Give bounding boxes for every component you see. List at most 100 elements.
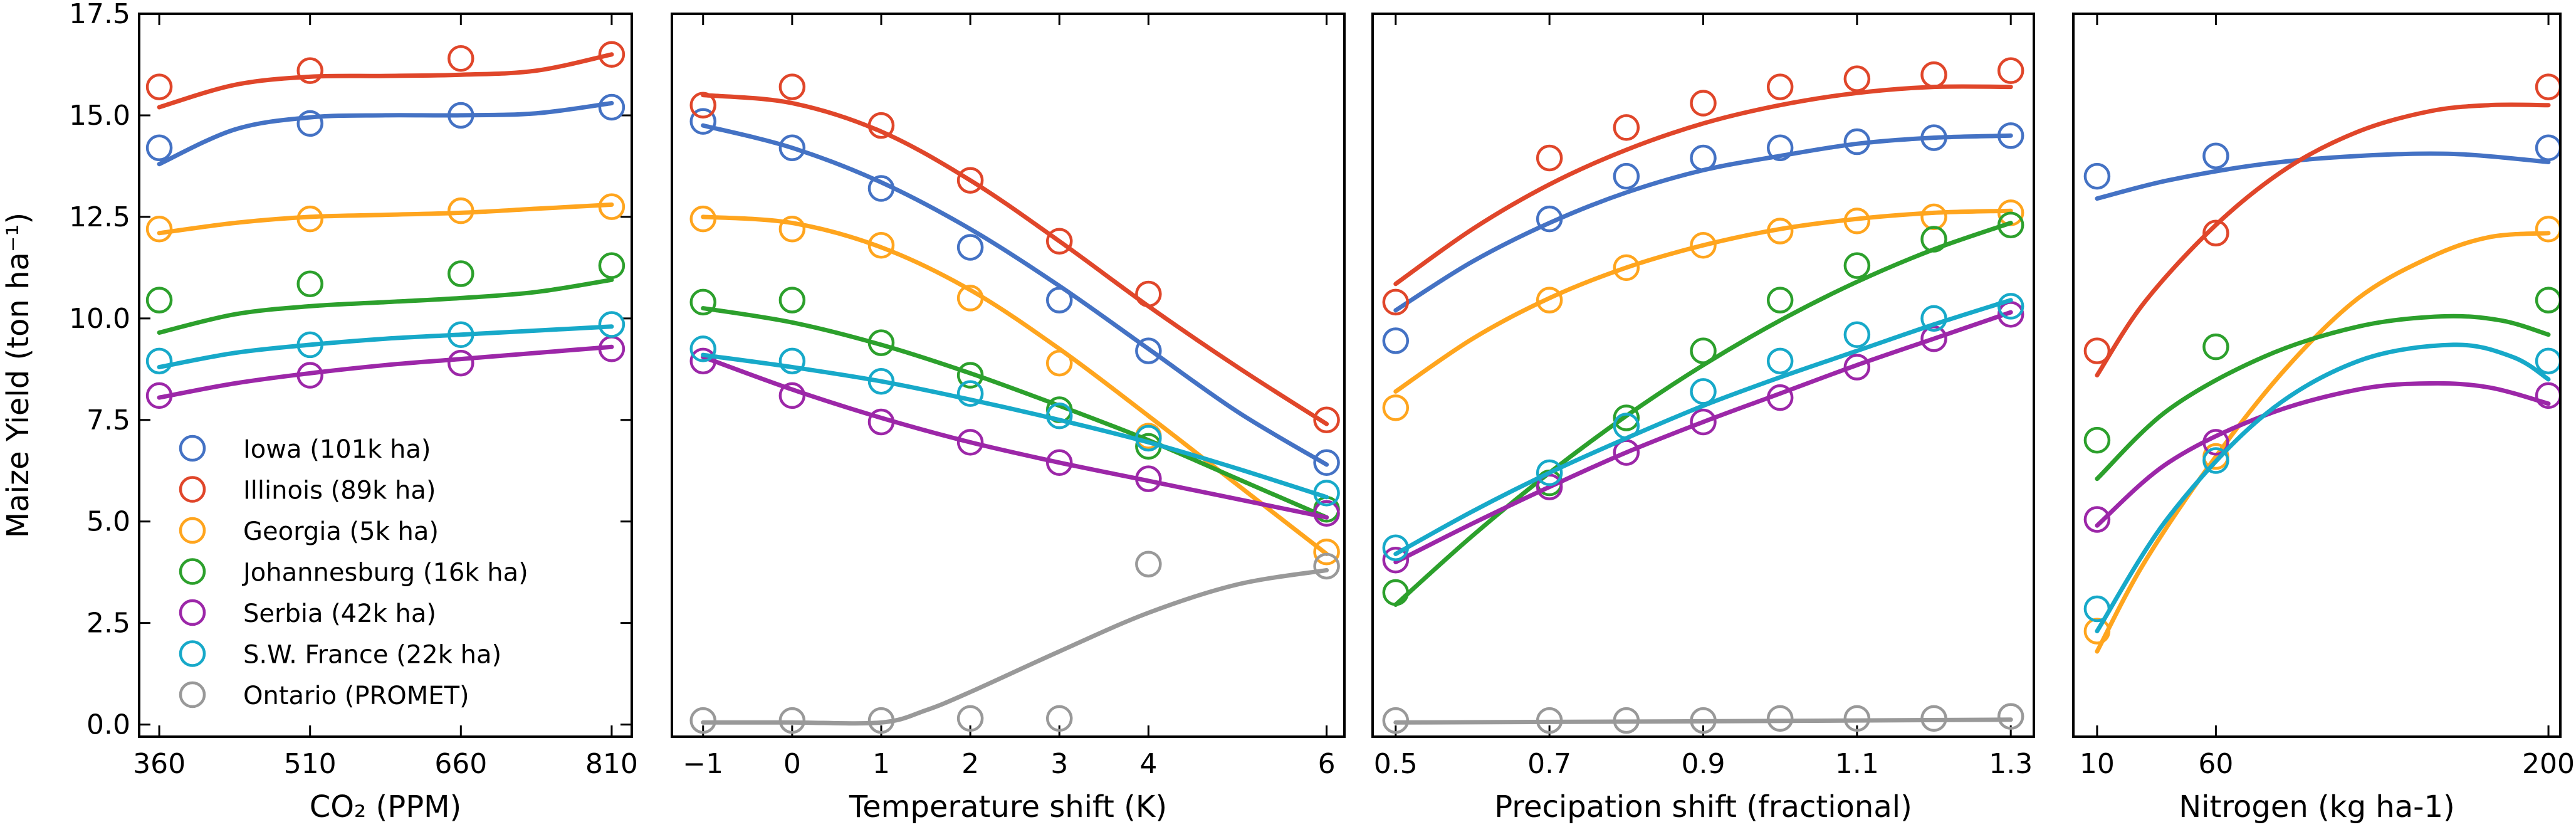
data-point-serbia-42k-ha [689, 347, 716, 375]
data-point-illinois-89k-ha [598, 41, 626, 68]
data-point-illinois-89k-ha [145, 73, 173, 100]
data-point-s-w-france-22k-ha [448, 321, 474, 348]
x-tick-label: 0.9 [1682, 748, 1725, 780]
data-point-illinois-89k-ha [1997, 57, 2024, 84]
data-point-ontario-promet [867, 707, 895, 734]
data-point-johannesburg-16k-ha [296, 270, 323, 298]
data-point-georgia-5k-ha [1382, 394, 1410, 421]
legend-label: Ontario (PROMET) [243, 682, 469, 710]
x-tick-label: 0.5 [1374, 748, 1418, 780]
plot-frame [671, 13, 1346, 738]
data-point-johannesburg-16k-ha [778, 287, 806, 313]
data-point-georgia-5k-ha [1843, 208, 1871, 234]
data-point-ontario-promet [778, 707, 806, 734]
data-point-georgia-5k-ha [2083, 618, 2111, 645]
legend-marker [179, 558, 206, 585]
data-point-s-w-france-22k-ha [1382, 534, 1410, 562]
plot-frame [1371, 13, 2035, 738]
x-axis-label: Temperature shift (K) [849, 789, 1167, 824]
data-point-georgia-5k-ha [1313, 539, 1340, 566]
legend: Iowa (101k ha) Illinois (89k ha) Georgia (… [179, 435, 528, 710]
fit-line-serbia-42k-ha [2095, 381, 2551, 528]
data-point-johannesburg-16k-ha [1920, 226, 1947, 253]
data-point-ontario-promet [1766, 705, 1794, 732]
data-point-s-w-france-22k-ha [689, 335, 716, 362]
data-point-s-w-france-22k-ha [1313, 480, 1340, 507]
data-point-georgia-5k-ha [145, 216, 173, 243]
data-point-s-w-france-22k-ha [2535, 347, 2560, 375]
data-point-serbia-42k-ha [1843, 354, 1871, 381]
fit-line-georgia-5k-ha [701, 214, 1329, 556]
x-axis-label: Precipation shift (fractional) [1494, 789, 1912, 824]
legend-label: Georgia (5k ha) [243, 517, 439, 546]
x-tick-label: 660 [434, 748, 487, 780]
data-point-serbia-42k-ha [1920, 325, 1947, 352]
x-axis-label: Nitrogen (kg ha-1) [2179, 789, 2454, 824]
data-point-serbia-42k-ha [2083, 506, 2111, 533]
data-point-serbia-42k-ha [1045, 449, 1073, 477]
fit-line-illinois-89k-ha [701, 93, 1329, 426]
legend-marker [179, 599, 206, 626]
data-point-johannesburg-16k-ha [1382, 579, 1410, 606]
data-point-georgia-5k-ha [956, 285, 984, 312]
data-point-iowa-101k-ha [1997, 122, 2024, 149]
x-tick-label: 200 [2522, 748, 2575, 780]
data-point-illinois-89k-ha [2202, 219, 2229, 247]
fit-line-serbia-42k-ha [157, 344, 614, 400]
data-point-ontario-promet [1843, 705, 1871, 732]
data-point-s-w-france-22k-ha [778, 347, 806, 375]
data-point-illinois-89k-ha [1045, 228, 1073, 255]
data-point-georgia-5k-ha [1920, 203, 1947, 231]
panel-3: 0.5 0.7 0.9 1.1 1.3 Precipation shift (fracti… [1371, 13, 2035, 824]
data-point-georgia-5k-ha [1045, 349, 1073, 377]
x-axis-label: CO₂ (PPM) [310, 789, 462, 824]
data-point-iowa-101k-ha [778, 134, 806, 162]
data-point-serbia-42k-ha [1690, 408, 1717, 436]
data-point-ontario-promet [1613, 707, 1640, 734]
data-point-ontario-promet [1997, 703, 2024, 730]
data-point-johannesburg-16k-ha [2202, 333, 2229, 361]
fit-line-johannesburg-16k-ha [701, 306, 1329, 520]
data-point-johannesburg-16k-ha [1997, 211, 2024, 239]
x-tick-label: 1 [872, 748, 890, 780]
legend-marker [179, 681, 206, 708]
x-tick-label: 2 [961, 748, 979, 780]
data-point-s-w-france-22k-ha [1997, 293, 2024, 320]
x-tick-label: 10 [2080, 748, 2115, 780]
data-point-s-w-france-22k-ha [1135, 424, 1162, 452]
y-tick-label: 7.5 [86, 404, 130, 436]
x-tick-label: 60 [2198, 748, 2233, 780]
plot-area [145, 41, 626, 409]
data-point-illinois-89k-ha [1382, 288, 1410, 316]
data-point-iowa-101k-ha [1313, 449, 1340, 477]
legend-marker [179, 476, 206, 503]
legend-label: Serbia (42k ha) [243, 599, 436, 628]
data-point-s-w-france-22k-ha [867, 367, 895, 395]
data-point-serbia-42k-ha [1135, 465, 1162, 492]
data-point-ontario-promet [1045, 705, 1073, 732]
data-point-serbia-42k-ha [145, 382, 173, 409]
data-point-s-w-france-22k-ha [1766, 347, 1794, 375]
fit-line-illinois-89k-ha [1393, 84, 2013, 287]
plot-frame [2072, 13, 2562, 738]
data-point-johannesburg-16k-ha [867, 329, 895, 356]
y-tick-label: 0.0 [86, 709, 130, 741]
fit-line-iowa-101k-ha [701, 123, 1329, 467]
y-tick-label: 15.0 [69, 100, 130, 132]
data-point-illinois-89k-ha [778, 73, 806, 100]
fit-line-s-w-france-22k-ha [157, 324, 614, 369]
data-point-georgia-5k-ha [867, 231, 895, 259]
data-point-s-w-france-22k-ha [2083, 595, 2111, 623]
fit-line-iowa-101k-ha [2095, 151, 2551, 201]
fit-line-iowa-101k-ha [1393, 133, 2013, 313]
data-point-serbia-42k-ha [956, 429, 984, 456]
data-point-serbia-42k-ha [1313, 500, 1340, 527]
data-point-iowa-101k-ha [145, 134, 173, 162]
fit-line-georgia-5k-ha [157, 202, 614, 236]
data-point-illinois-89k-ha [1536, 144, 1563, 172]
data-point-illinois-89k-ha [1766, 73, 1794, 100]
data-point-johannesburg-16k-ha [956, 362, 984, 389]
data-point-iowa-101k-ha [689, 108, 716, 135]
x-tick-label: 810 [585, 748, 638, 780]
